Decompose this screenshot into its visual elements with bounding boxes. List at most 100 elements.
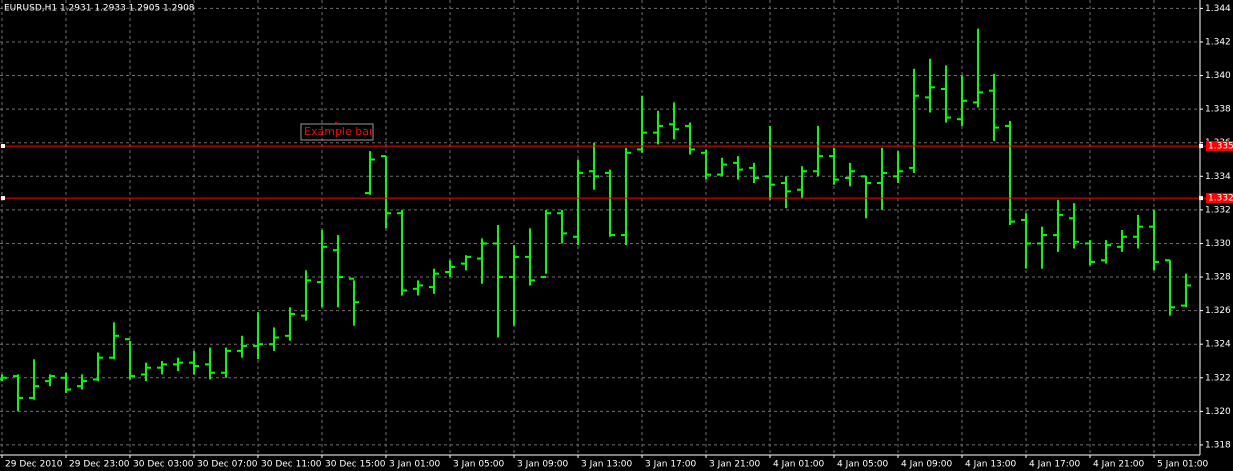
y-tick-label: 1.322 — [1205, 373, 1231, 383]
y-tick-label: 1.320 — [1205, 407, 1231, 417]
price-line-handle — [1, 144, 5, 149]
ohlc-bar — [1149, 209, 1159, 271]
ohlc-bar — [605, 169, 615, 237]
y-tick-label: 1.334 — [1205, 172, 1231, 182]
ohlc-bar — [861, 175, 871, 219]
y-tick-label: 1.324 — [1205, 340, 1231, 350]
x-tick-label: 3 Jan 17:00 — [645, 460, 697, 470]
x-tick-label: 30 Dec 03:00 — [133, 460, 194, 470]
x-tick-label: 29 Dec 23:00 — [69, 460, 130, 470]
ohlc-bar — [477, 238, 487, 284]
ohlc-bar — [573, 159, 583, 246]
ohlc-bar — [493, 224, 503, 338]
ohlc-bar — [301, 270, 311, 321]
x-tick-label: 30 Dec 15:00 — [325, 460, 386, 470]
x-tick-label: 3 Jan 13:00 — [581, 460, 633, 470]
ohlc-bar — [557, 209, 567, 244]
y-tick-label: 1.332 — [1205, 205, 1231, 215]
ohlc-bar — [29, 359, 39, 400]
ohlc-bar — [237, 335, 247, 358]
x-tick-label: 4 Jan 21:00 — [1093, 460, 1145, 470]
ohlc-bar — [381, 155, 391, 229]
ohlc-bar — [429, 268, 439, 294]
ohlc-bar — [1005, 120, 1015, 225]
y-tick-label: 1.340 — [1205, 71, 1231, 81]
ohlc-bar — [1069, 203, 1079, 249]
price-tag — [1206, 193, 1233, 204]
ohlc-bar — [685, 122, 695, 155]
y-tick-label: 1.330 — [1205, 239, 1231, 249]
ohlc-bar — [397, 209, 407, 296]
ohlc-bar — [1117, 230, 1127, 252]
ohlc-bar — [717, 157, 727, 177]
price-tag-label: 1.3327 — [1208, 194, 1233, 204]
ohlc-bar — [45, 374, 55, 387]
ohlc-bar — [829, 147, 839, 185]
ohlc-bar — [925, 58, 935, 113]
ohlc-bar — [285, 307, 295, 341]
ohlc-bar — [1133, 214, 1143, 249]
ohlc-bar — [13, 374, 23, 412]
ohlc-bar — [413, 280, 423, 296]
x-tick-label: 3 Jan 09:00 — [517, 460, 569, 470]
ohlc-bar — [77, 374, 87, 390]
ohlc-bar — [877, 147, 887, 210]
ohlc-bar — [941, 65, 951, 123]
ohlc-bar — [1165, 259, 1175, 316]
y-tick-label: 1.326 — [1205, 306, 1231, 316]
ohlc-bar — [125, 338, 135, 380]
x-tick-label: 3 Jan 05:00 — [453, 460, 505, 470]
x-tick-label: 30 Dec 07:00 — [197, 460, 258, 470]
price-line-handle — [1, 196, 5, 201]
ohlc-bar — [461, 255, 471, 271]
ohlc-bar — [525, 228, 535, 286]
ohlc-bar — [317, 230, 327, 308]
ohlc-bar — [189, 350, 199, 375]
chart-title: EURUSD,H1 1.2931 1.2933 1.2905 1.2908 — [4, 4, 195, 14]
ohlc-bar — [733, 156, 743, 180]
ohlc-bar — [445, 260, 455, 278]
x-tick-label: 4 Jan 09:00 — [901, 460, 953, 470]
ohlc-bar — [1053, 199, 1063, 252]
x-tick-label: 4 Jan 01:00 — [773, 460, 825, 470]
ohlc-bar — [701, 149, 711, 180]
ohlc-bar — [669, 102, 679, 140]
ohlc-bar — [797, 166, 807, 199]
ohlc-bar — [1021, 213, 1031, 269]
ohlc-bar — [957, 75, 967, 126]
ohlc-bar — [173, 357, 183, 372]
ohlc-bar — [349, 277, 359, 326]
ohlc-bar — [765, 125, 775, 200]
ohlc-bar — [509, 245, 519, 326]
ohlc-bar — [205, 347, 215, 380]
x-tick-label: 3 Jan 01:00 — [389, 460, 441, 470]
ohlc-bar — [365, 151, 375, 195]
ohlc-bar — [653, 110, 663, 145]
ohlc-bar — [61, 372, 71, 393]
price-tag — [1206, 141, 1233, 152]
ohlc-bar — [141, 362, 151, 382]
y-tick-label: 1.338 — [1205, 105, 1231, 115]
ohlc-bar — [749, 162, 759, 184]
ohlc-bar — [109, 322, 119, 360]
ohlc-bar — [909, 68, 919, 173]
ohlc-bar — [621, 147, 631, 246]
annotation: Example bar — [304, 125, 374, 138]
ohlc-bar — [1085, 240, 1095, 266]
ohlc-bar — [893, 151, 903, 184]
ohlc-bar — [1037, 226, 1047, 269]
x-tick-label: 4 Jan 17:00 — [1029, 460, 1081, 470]
ohlc-bar — [541, 209, 551, 279]
x-tick-label: 3 Jan 21:00 — [709, 460, 761, 470]
ohlc-bar — [0, 374, 7, 382]
ohlc-bar — [589, 142, 599, 190]
x-tick-label: 5 Jan 01:00 — [1157, 460, 1209, 470]
ohlc-bar — [269, 327, 279, 351]
y-tick-label: 1.344 — [1205, 4, 1231, 14]
price-line-handle — [1199, 144, 1203, 149]
ohlc-bar — [221, 347, 231, 378]
x-tick-label: 4 Jan 05:00 — [837, 460, 889, 470]
y-tick-label: 1.328 — [1205, 273, 1231, 283]
ohlc-bar — [845, 162, 855, 187]
ohlc-bar — [253, 312, 263, 360]
